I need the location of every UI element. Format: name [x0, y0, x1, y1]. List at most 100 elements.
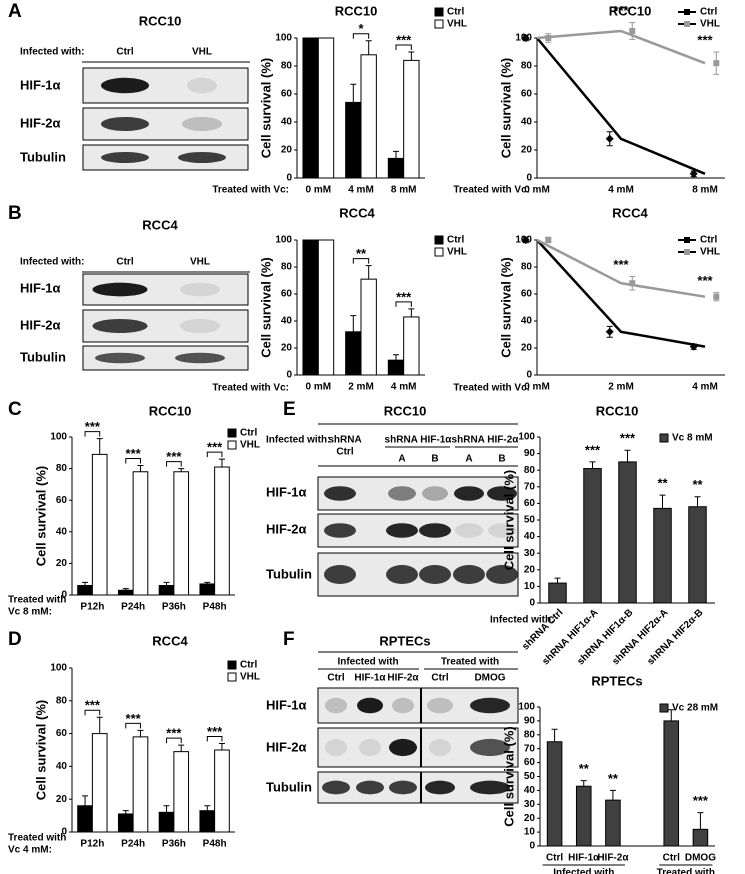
significance-label: ***	[396, 289, 412, 304]
x-tick-label: P36h	[162, 839, 186, 850]
significance-label: **	[692, 477, 703, 492]
blot-band	[187, 77, 217, 94]
legend-label: Vc 8 mM	[672, 433, 713, 444]
blot-column: Infected with	[337, 657, 398, 668]
y-tick-label: 60	[521, 89, 533, 100]
legend-swatch	[434, 19, 444, 29]
significance-bracket	[84, 709, 101, 716]
bar	[173, 751, 190, 833]
x-tick-label: P48h	[203, 602, 227, 613]
marker	[545, 35, 552, 41]
legend-label: VHL	[447, 247, 467, 258]
y-tick-label: 40	[56, 761, 68, 772]
bar	[663, 720, 680, 847]
y-tick-label: 80	[56, 695, 68, 706]
significance-label: ***	[697, 273, 713, 288]
x-axis-label: Treated with Vc:	[453, 383, 530, 394]
significance-label: ***	[207, 724, 223, 739]
y-tick-label: 40	[281, 316, 293, 327]
x-tick-label: P12h	[80, 602, 104, 613]
blot-band	[470, 738, 510, 757]
bar	[583, 468, 602, 604]
bar	[548, 582, 567, 604]
bar	[214, 466, 230, 596]
blot-band	[470, 780, 510, 795]
marker	[521, 236, 530, 244]
y-tick-label: 20	[521, 343, 533, 354]
bar	[158, 585, 175, 596]
bar	[117, 813, 134, 833]
error-bar	[589, 461, 596, 469]
error-bar	[122, 588, 129, 591]
significance-label: *	[358, 21, 364, 36]
y-tick-label: 10	[524, 581, 536, 592]
significance-label: **	[608, 771, 619, 786]
error-bar	[218, 458, 225, 468]
chart-title: RCC4	[339, 205, 375, 220]
bar	[158, 811, 175, 833]
marker	[629, 280, 636, 287]
error-bar	[365, 265, 372, 280]
blot-band	[487, 486, 517, 501]
error-bar	[350, 83, 357, 103]
blot-row: HIF-1α	[266, 484, 307, 499]
significance-label: ***	[126, 446, 142, 461]
x-tick-label: Ctrl	[546, 853, 563, 864]
y-tick-label: 20	[524, 813, 536, 824]
y-tick-label: 0	[61, 590, 67, 601]
blot-row: Tubulin	[20, 349, 66, 364]
legend-label: VHL	[240, 440, 260, 451]
y-tick-label: 60	[524, 498, 536, 509]
y-tick-label: 0	[286, 173, 292, 184]
y-tick-label: 70	[524, 481, 536, 492]
x-tick-label: P48h	[203, 839, 227, 850]
y-tick-label: 90	[524, 448, 536, 459]
error-bar	[350, 315, 357, 332]
blot-column: VHL	[190, 257, 210, 268]
error-bar	[122, 810, 129, 814]
y-tick-label: 20	[56, 794, 68, 805]
error-bar	[609, 789, 616, 801]
bar	[199, 583, 216, 596]
blot-band	[325, 697, 347, 714]
blot-column: A	[398, 454, 405, 465]
blot-row: HIF-2α	[266, 521, 307, 536]
significance-label: ***	[207, 440, 223, 455]
group-label: Treated with	[657, 868, 715, 874]
significance-label: ***	[697, 32, 713, 47]
bar	[618, 461, 637, 604]
line	[536, 29, 706, 65]
legend-swatch	[434, 7, 444, 17]
blot-column: B	[431, 454, 438, 465]
blot-band	[470, 697, 510, 714]
legend-marker	[684, 237, 690, 243]
legend-marker	[684, 249, 690, 255]
blot-band	[101, 152, 149, 163]
y-tick-label: 0	[526, 173, 532, 184]
bar	[132, 471, 149, 596]
blot-header: Infected with:	[20, 257, 84, 268]
blot-column: DMOG	[474, 673, 505, 684]
panel-letter: C	[8, 399, 22, 420]
bar	[117, 589, 134, 596]
marker	[521, 34, 530, 42]
x-tick-label: 0 mM	[306, 382, 332, 393]
y-tick-label: 50	[524, 771, 536, 782]
blot-band	[454, 486, 484, 501]
blot-row: HIF-2α	[266, 739, 307, 754]
y-axis-label: Cell survival (%)	[33, 466, 48, 566]
significance-label: ***	[126, 711, 142, 726]
significance-label: ***	[613, 3, 629, 18]
bar	[317, 37, 335, 179]
blot-band	[429, 738, 451, 757]
legend-swatch	[227, 440, 237, 450]
error-bar	[408, 308, 415, 317]
blot-band	[357, 697, 383, 714]
x-tick-label: HIF-2α	[597, 853, 629, 864]
bar	[173, 471, 190, 596]
legend-swatch	[227, 672, 237, 682]
bar	[302, 239, 319, 376]
y-tick-label: 60	[56, 495, 68, 506]
bar	[302, 37, 319, 179]
y-tick-label: 40	[521, 316, 533, 327]
